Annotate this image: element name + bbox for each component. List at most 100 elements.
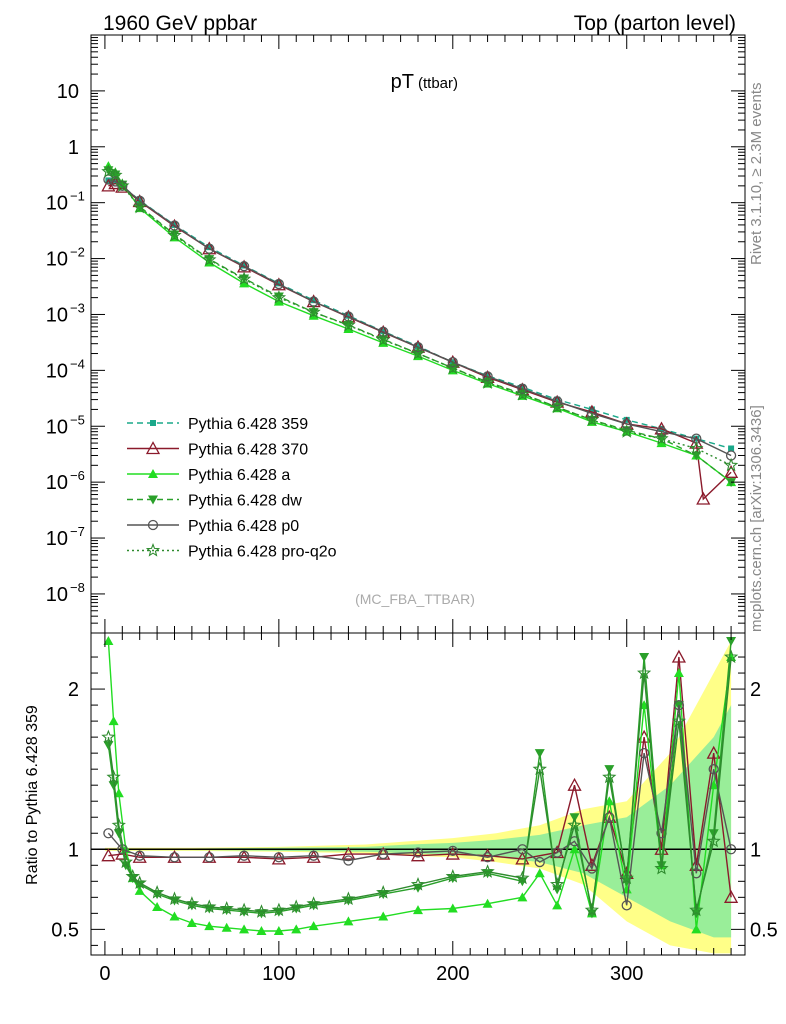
- y-tick-label-exponent: −2: [70, 245, 85, 260]
- ratio-point: [134, 850, 145, 861]
- ratio-point: [271, 851, 286, 865]
- ratio-point: [671, 713, 687, 728]
- data-point: [517, 383, 528, 394]
- y-tick-label-exponent: −3: [70, 300, 85, 315]
- data-point: [306, 304, 321, 319]
- legend-marker: [148, 495, 158, 505]
- ratio-point: [378, 911, 389, 921]
- ratio-point: [621, 900, 632, 911]
- y-tick-label-exponent: −7: [70, 524, 85, 539]
- data-point: [621, 426, 632, 436]
- series-line-3: [108, 169, 732, 483]
- data-point: [101, 164, 116, 178]
- ratio-point: [149, 884, 165, 899]
- ratio-point: [534, 749, 545, 759]
- ratio-point: [343, 855, 354, 866]
- ratio-point: [708, 764, 719, 775]
- ratio-point: [204, 921, 215, 931]
- data-point: [345, 312, 352, 319]
- ratio-point: [567, 777, 582, 791]
- ratio-point: [517, 892, 528, 902]
- ratio-point: [308, 850, 319, 861]
- ratio-point: [567, 817, 582, 832]
- ratio-point: [410, 876, 426, 891]
- data-point: [343, 311, 354, 322]
- ratio-point: [239, 924, 250, 934]
- data-point: [410, 345, 426, 360]
- data-point: [554, 396, 561, 403]
- ratio-y-label: Ratio to Pythia 6.428 359: [24, 705, 41, 885]
- data-point: [728, 445, 735, 452]
- ratio-point: [378, 848, 389, 860]
- ratio-point: [106, 769, 121, 784]
- ratio-point: [111, 817, 126, 832]
- ratio-point: [412, 847, 424, 858]
- data-point: [236, 271, 252, 286]
- data-point: [482, 371, 493, 382]
- ratio-point: [125, 869, 140, 883]
- x-tick-label: 300: [610, 963, 643, 985]
- legend-marker: [148, 469, 158, 478]
- y-tick-label: 10: [57, 81, 79, 103]
- ratio-point: [273, 925, 284, 935]
- data-point: [654, 431, 669, 445]
- ratio-point: [638, 747, 650, 759]
- header-right: Top (parton level): [574, 12, 736, 35]
- data-point: [621, 418, 632, 430]
- ratio-point: [691, 868, 702, 879]
- y-tick-label-exponent: −6: [70, 468, 85, 483]
- ratio-point: [482, 898, 493, 908]
- ratio-point: [103, 741, 114, 751]
- ratio-point: [186, 917, 197, 927]
- ratio-point: [291, 924, 302, 934]
- ratio-line-3: [107, 705, 732, 906]
- data-point: [689, 440, 704, 455]
- legend-marker: [147, 519, 159, 531]
- data-point: [169, 230, 180, 240]
- ratio-point: [726, 637, 737, 647]
- data-point: [273, 278, 285, 290]
- ratio-point: [708, 829, 719, 839]
- y-tick-label: 1: [68, 839, 79, 861]
- ratio-point: [343, 916, 354, 926]
- y-tick-label: 10: [46, 416, 68, 438]
- legend-label: Pythia 6.428 370: [188, 442, 308, 459]
- ratio-point: [219, 901, 234, 915]
- data-point: [378, 326, 389, 337]
- y-tick-label-right: 2: [750, 679, 761, 701]
- y-tick-label-exponent: −4: [70, 356, 85, 371]
- ratio-point: [706, 745, 721, 759]
- ratio-plot-panel: 0 100 200 300 0.5 0.5 1 1 2 2 Ratio to Pythia 6.4…: [24, 632, 778, 985]
- ratio-point: [101, 848, 116, 862]
- y-tick-label: 1: [68, 137, 79, 159]
- ratio-point: [202, 899, 217, 914]
- ratio-point: [169, 911, 180, 921]
- legend-label: Pythia 6.428 pro-q2o: [188, 544, 337, 561]
- ratio-point: [480, 848, 495, 862]
- ratio-point: [341, 891, 356, 906]
- ratio-point: [706, 833, 721, 848]
- data-point: [271, 277, 286, 291]
- data-point: [723, 457, 739, 472]
- ratio-point: [604, 765, 615, 775]
- legend-label: Pythia 6.428 359: [188, 416, 308, 433]
- ratio-point: [101, 729, 116, 744]
- y-tick-label-exponent: −1: [70, 189, 85, 204]
- ratio-point: [445, 868, 460, 883]
- data-point: [586, 408, 598, 419]
- ratio-point: [113, 829, 124, 839]
- ratio-point: [691, 924, 702, 934]
- data-point: [412, 342, 424, 353]
- ratio-point: [534, 856, 545, 868]
- ratio-point: [376, 884, 391, 899]
- ratio-point: [602, 769, 617, 784]
- ratio-plot-ticks: 0 100 200 300 0.5 0.5 1 1 2 2: [51, 633, 778, 985]
- y-tick-label-right: 1: [750, 839, 761, 861]
- x-tick-label: 100: [262, 963, 295, 985]
- ratio-point: [103, 828, 114, 839]
- y-tick-label: 0.5: [51, 919, 79, 941]
- ratio-point: [204, 852, 215, 863]
- ratio-point: [480, 864, 495, 878]
- data-point: [447, 357, 458, 368]
